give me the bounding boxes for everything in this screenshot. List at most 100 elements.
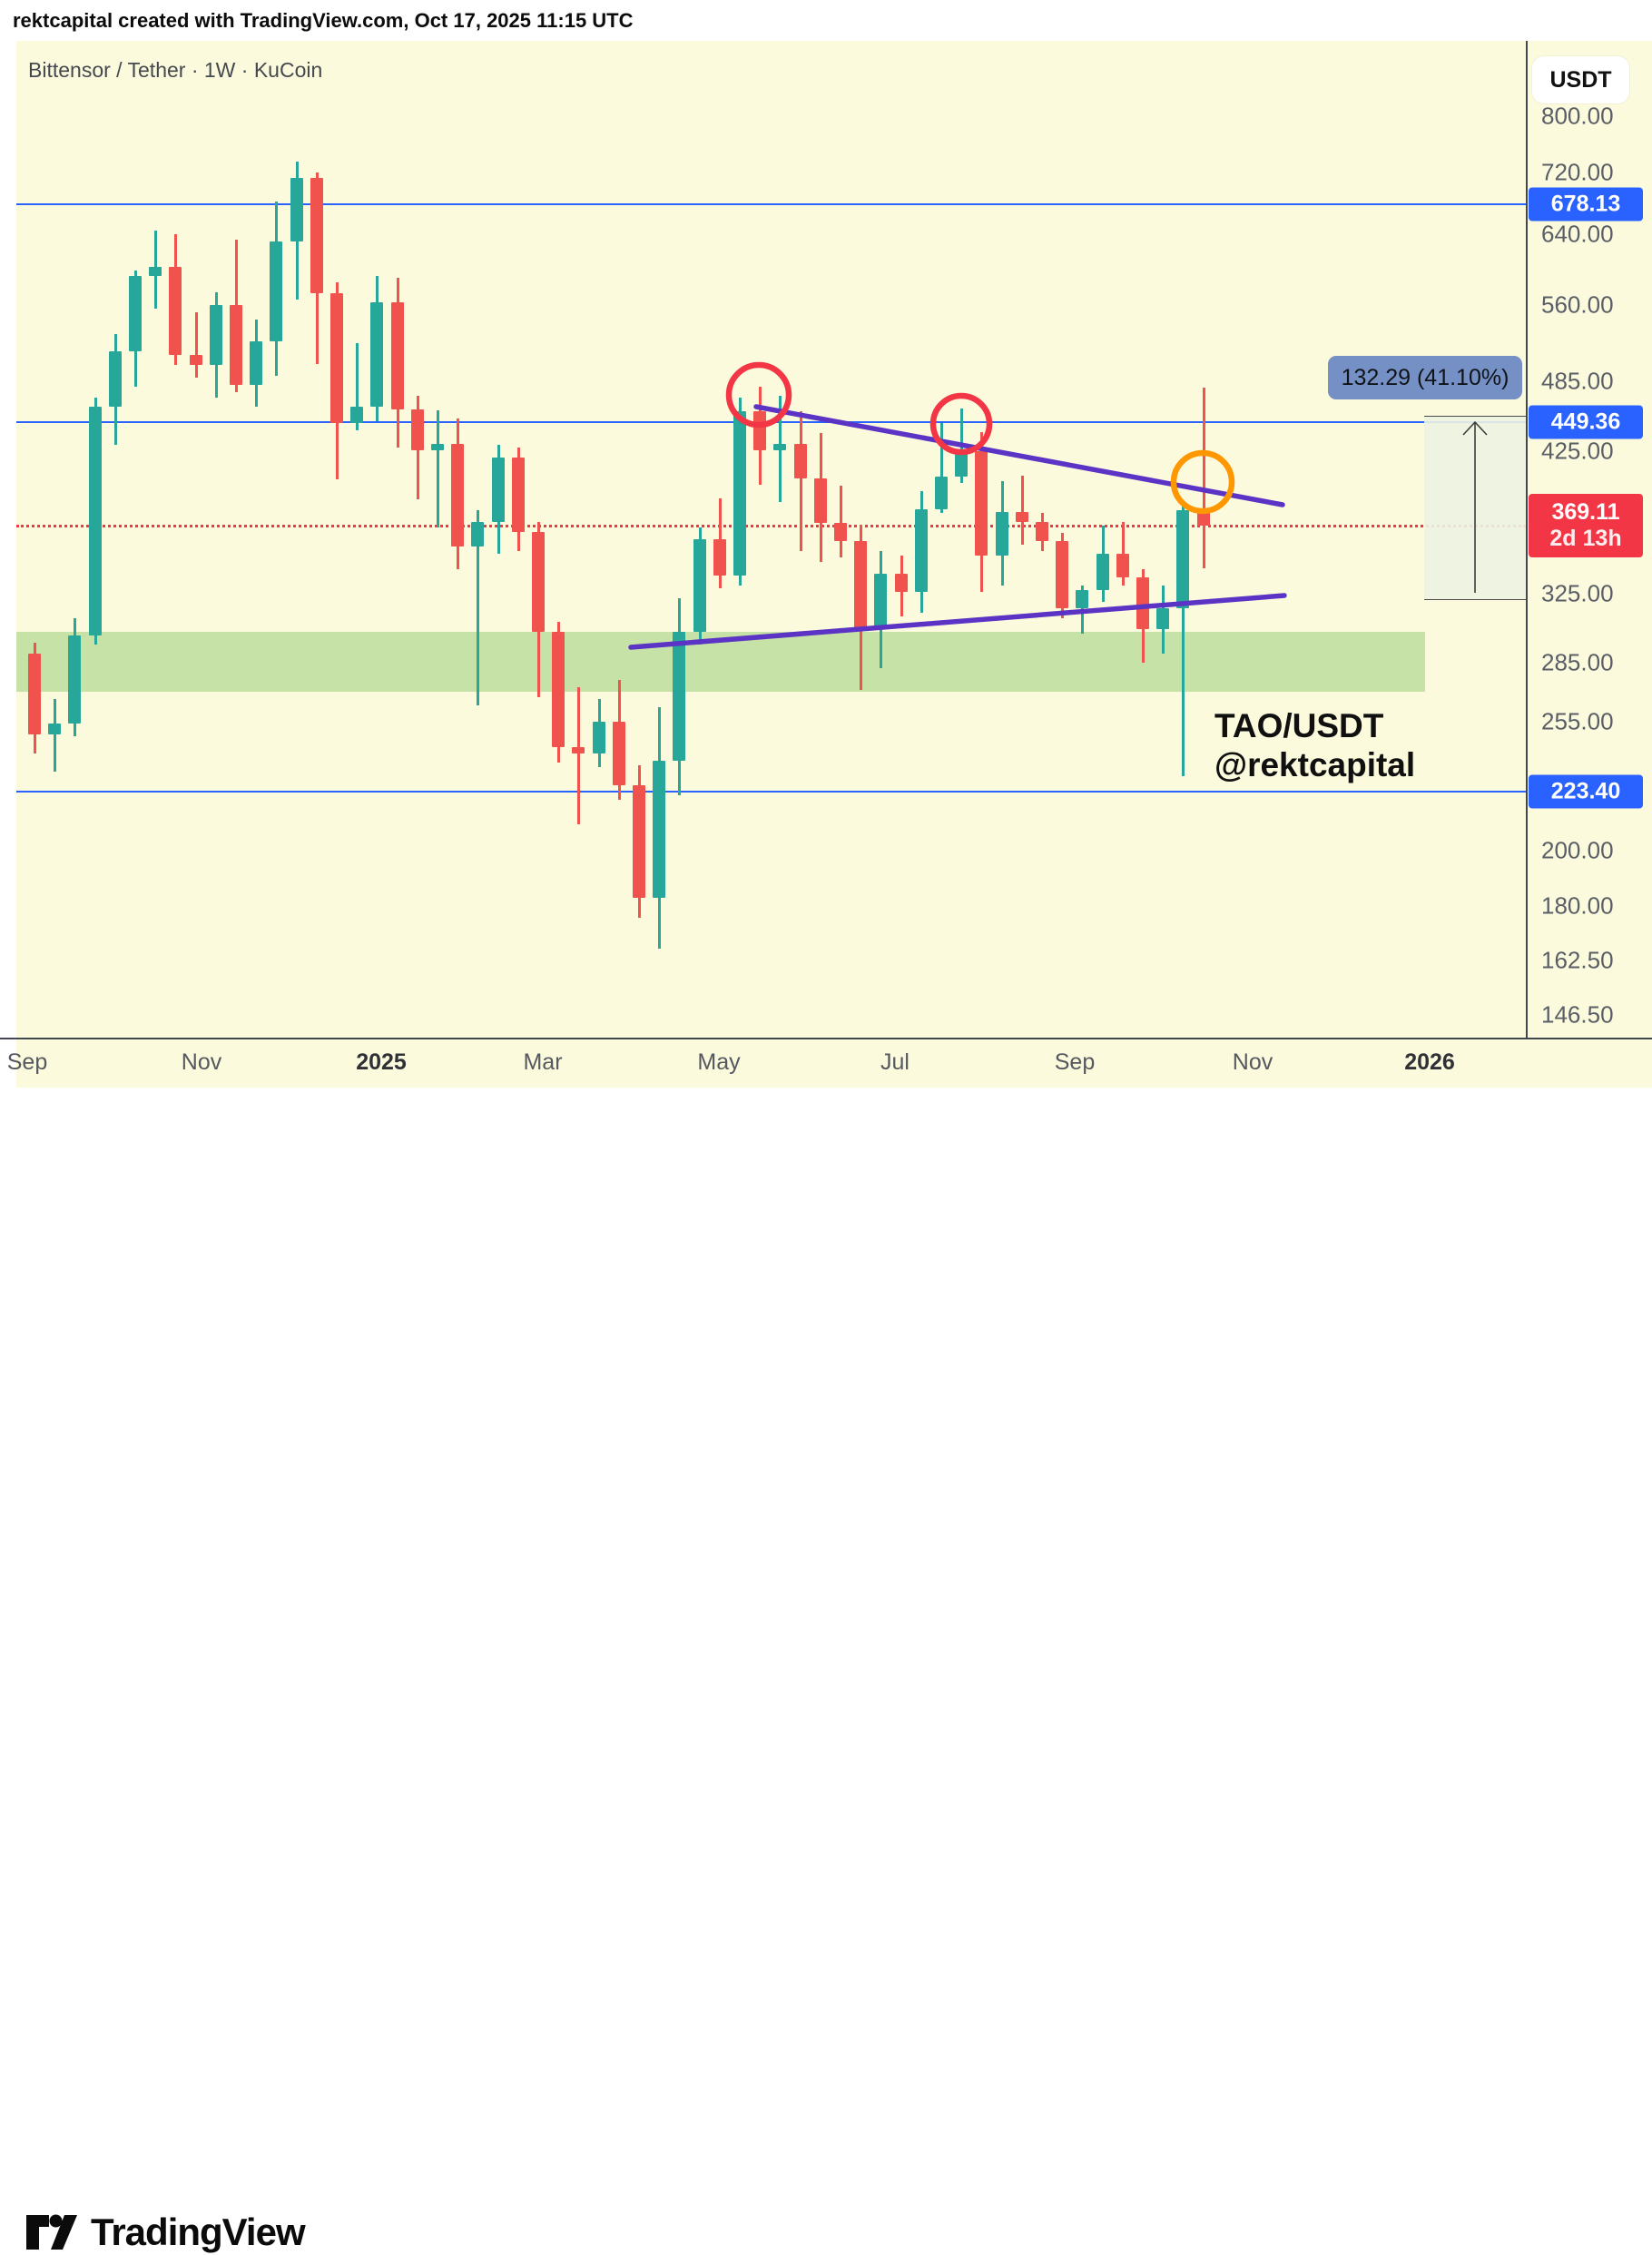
candle-down: [794, 444, 807, 478]
symbol-title[interactable]: Bittensor / Tether · 1W · KuCoin: [28, 58, 323, 82]
candle-wick: [577, 687, 580, 824]
watermark-text: TAO/USDT @rektcapital: [1214, 706, 1415, 784]
candle-up: [1156, 608, 1169, 629]
candle-up: [673, 632, 685, 761]
candle-down: [451, 444, 464, 547]
candle-down: [1056, 541, 1068, 608]
candle-wick: [800, 411, 802, 551]
candle-up: [471, 522, 484, 547]
candle-down: [713, 539, 726, 576]
price-tick-162.50: 162.50: [1541, 946, 1614, 974]
candle-up: [350, 407, 363, 423]
candle-down: [391, 302, 404, 409]
candle-up: [955, 451, 968, 477]
candle-down: [532, 532, 545, 632]
candle-up: [773, 444, 786, 450]
candle-up: [431, 444, 444, 450]
candle-up: [210, 305, 222, 365]
price-axis-border: [1526, 41, 1528, 1038]
candle-up: [1076, 590, 1088, 608]
candle-down: [1197, 510, 1210, 526]
candle-wick: [1021, 476, 1024, 545]
candle-up: [270, 241, 282, 341]
last-price-dotted-line: [16, 525, 1526, 527]
candle-up: [149, 267, 162, 276]
time-tick-Sep: Sep: [6, 1049, 48, 1075]
time-tick-2026: 2026: [1404, 1049, 1455, 1075]
candle-up: [693, 539, 706, 632]
time-axis-border: [0, 1038, 1652, 1039]
candle-up: [996, 512, 1008, 556]
candle-down: [1116, 554, 1129, 577]
price-tick-285.00: 285.00: [1541, 648, 1614, 676]
price-tick-720.00: 720.00: [1541, 158, 1614, 186]
candle-up: [109, 351, 122, 407]
candle-wick: [437, 410, 439, 527]
candle-down: [975, 451, 988, 556]
candle-up: [290, 178, 303, 241]
candle-wick: [840, 486, 842, 557]
measure-label-badge[interactable]: 132.29 (41.10%): [1328, 356, 1522, 399]
level-line-678.13[interactable]: [16, 203, 1526, 205]
candle-up: [593, 722, 605, 753]
price-tick-560.00: 560.00: [1541, 290, 1614, 319]
tradingview-logo-icon: [26, 2214, 77, 2250]
candle-up: [1096, 554, 1109, 590]
time-tick-Nov: Nov: [181, 1049, 222, 1075]
candle-up: [733, 411, 746, 576]
price-badge-449.36: 449.36: [1529, 405, 1643, 439]
last-price-value: 369.11: [1551, 499, 1620, 525]
price-tick-180.00: 180.00: [1541, 891, 1614, 920]
candle-down: [1036, 522, 1048, 541]
attribution-text: rektcapital created with TradingView.com…: [13, 9, 634, 32]
candle-up: [48, 724, 61, 734]
price-badge-678.13: 678.13: [1529, 187, 1643, 222]
candle-wick: [477, 510, 479, 705]
price-badge-223.40: 223.40: [1529, 774, 1643, 809]
time-tick-Mar: Mar: [523, 1049, 563, 1075]
candle-down: [230, 305, 242, 385]
tradingview-logo-text: TradingView: [91, 2211, 306, 2253]
candle-up: [370, 302, 383, 407]
candle-down: [1016, 512, 1028, 522]
candle-up: [68, 635, 81, 724]
candle-up: [653, 761, 665, 898]
price-tick-425.00: 425.00: [1541, 437, 1614, 465]
time-tick-May: May: [697, 1049, 741, 1075]
candle-down: [633, 785, 645, 898]
tradingview-logo[interactable]: TradingView: [25, 2210, 306, 2255]
candle-down: [814, 478, 827, 523]
chart-background[interactable]: [16, 41, 1652, 1088]
candle-wick: [195, 312, 198, 378]
candle-down: [512, 458, 525, 532]
candle-down: [190, 355, 202, 365]
candle-up: [935, 477, 948, 509]
candle-up: [915, 509, 928, 592]
price-tick-325.00: 325.00: [1541, 579, 1614, 607]
candle-down: [1136, 577, 1149, 629]
footer-bar: TradingView: [0, 1088, 1652, 2253]
level-line-449.36[interactable]: [16, 421, 1526, 423]
support-zone[interactable]: [16, 632, 1425, 692]
candle-down: [834, 523, 847, 541]
candle-up: [89, 407, 102, 635]
candle-down: [572, 747, 585, 753]
candle-wick: [356, 343, 359, 430]
watermark-handle: @rektcapital: [1214, 746, 1416, 783]
time-tick-Nov: Nov: [1232, 1049, 1273, 1075]
candle-down: [330, 293, 343, 423]
price-tick-255.00: 255.00: [1541, 707, 1614, 735]
measure-range-box[interactable]: [1424, 416, 1526, 600]
currency-toggle-button[interactable]: USDT: [1532, 56, 1629, 103]
candle-down: [613, 722, 625, 785]
price-tick-146.50: 146.50: [1541, 1000, 1614, 1029]
watermark-symbol: TAO/USDT: [1214, 707, 1384, 744]
price-tick-200.00: 200.00: [1541, 836, 1614, 864]
candle-down: [895, 574, 908, 592]
candle-up: [874, 574, 887, 629]
candle-down: [28, 654, 41, 734]
candle-up: [1176, 510, 1189, 608]
level-line-223.4[interactable]: [16, 791, 1526, 793]
candle-wick: [54, 699, 56, 772]
candle-up: [250, 341, 262, 385]
